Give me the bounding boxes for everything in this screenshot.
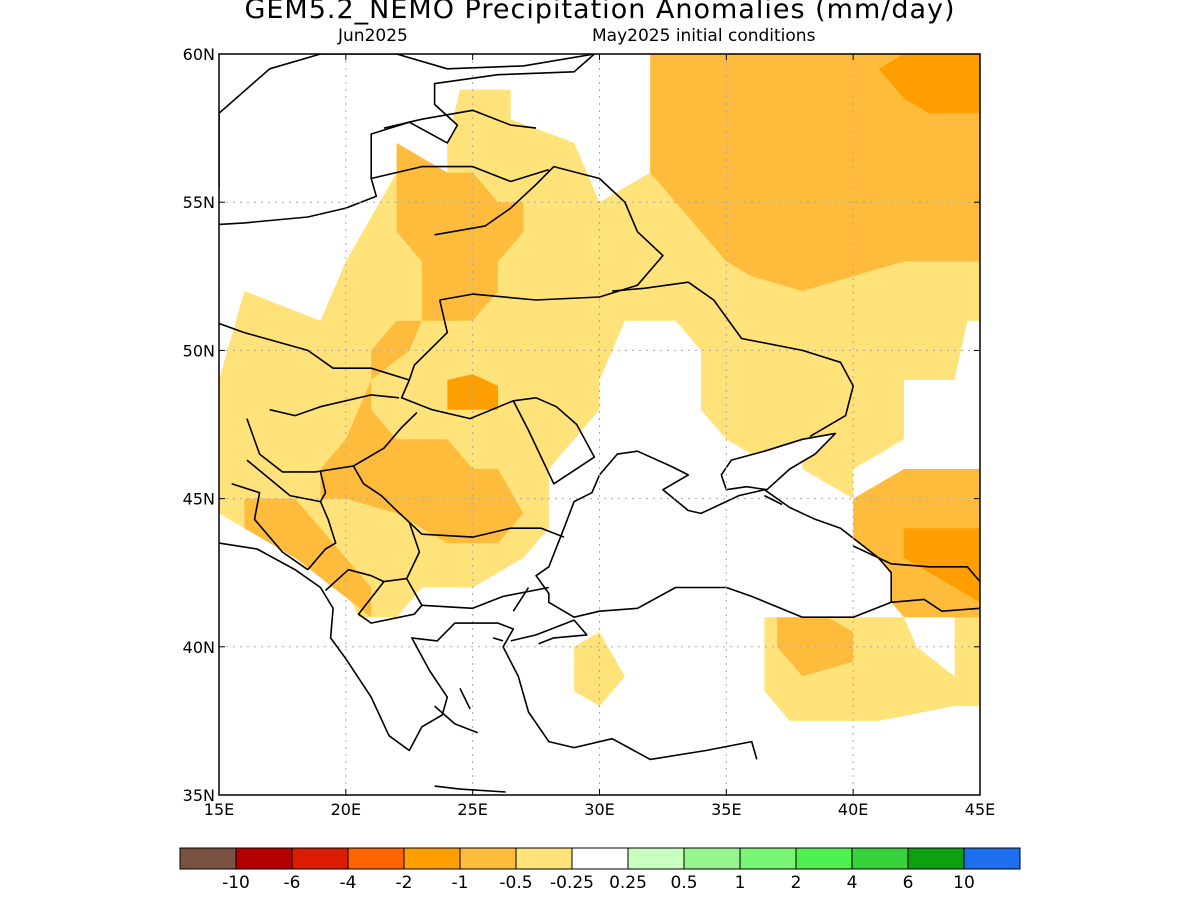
country-border: [219, 288, 410, 381]
coastline: [459, 687, 471, 710]
lat-tick-label: 35N: [183, 786, 215, 805]
coastline: [219, 542, 347, 660]
country-border: [352, 465, 565, 538]
colorbar-swatch: [683, 847, 741, 870]
country-border: [383, 109, 537, 129]
coastline: [345, 622, 758, 761]
country-border: [852, 545, 980, 583]
colorbar-label: -2: [396, 873, 413, 893]
country-border: [512, 397, 596, 485]
baltic-sea: [219, 54, 596, 226]
country-border: [371, 165, 550, 183]
anomaly-region-11: [903, 528, 980, 603]
lon-tick-label: 30E: [584, 800, 614, 819]
colorbar-label: -6: [284, 873, 301, 893]
country-borders: [219, 109, 980, 793]
country-border: [512, 587, 530, 612]
coastline: [434, 705, 478, 734]
lat-tick-label: 45N: [183, 490, 215, 509]
colorbar-label: 4: [847, 873, 858, 893]
anomaly-region-9: [878, 54, 980, 114]
colorbar: -10 -6 -4 -2 -1 -0.5 -0.25 0.25 0.5 1 2 4 6 10: [179, 847, 1021, 893]
colorbar-label: -0.5: [499, 873, 532, 893]
colorbar-label: 2: [791, 873, 802, 893]
colorbar-label: -10: [222, 873, 250, 893]
colorbar-swatch: [907, 847, 965, 870]
colorbar-label: 6: [903, 873, 914, 893]
colorbar-swatch: [179, 847, 237, 870]
lon-tick-label: 15E: [204, 800, 234, 819]
colorbar-label: -0.25: [550, 873, 594, 893]
colorbar-swatch: [347, 847, 405, 870]
water-bodies: [219, 54, 893, 619]
colorbar-label: 10: [953, 873, 975, 893]
colorbar-swatch: [739, 847, 797, 870]
country-border: [764, 494, 783, 506]
colorbar-swatch: [795, 847, 853, 870]
colorbar-swatch: [571, 847, 629, 870]
lon-tick-label: 45E: [965, 800, 995, 819]
colorbar-label: 1: [735, 873, 746, 893]
colorbar-swatch: [235, 847, 293, 870]
colorbar-swatch: [459, 847, 517, 870]
lon-tick-label: 25E: [457, 800, 487, 819]
country-border: [891, 598, 980, 613]
country-border: [408, 299, 449, 381]
country-border: [246, 412, 418, 473]
country-border: [357, 577, 423, 624]
anomaly-region-4: [650, 54, 980, 292]
lon-tick-label: 35E: [711, 800, 741, 819]
country-border: [246, 459, 321, 503]
colorbar-label: -4: [340, 873, 357, 893]
map-axes: 15E 20E 25E 30E 35E 40E 45E 35N 40N 45N 50N 55N 60N: [183, 45, 996, 819]
sea-of-azov: [720, 432, 837, 491]
country-border: [324, 568, 385, 592]
anomaly-region-6: [244, 498, 372, 618]
country-border: [231, 483, 309, 571]
anomaly-region-2: [574, 632, 625, 707]
colorbar-swatch: [851, 847, 909, 870]
colorbar-swatch: [515, 847, 573, 870]
colorbar-label: 0.5: [670, 873, 697, 893]
anomaly-region-5: [320, 142, 524, 544]
colorbar-label: 0.25: [609, 873, 647, 893]
colorbar-swatch: [963, 847, 1021, 870]
coastline: [434, 785, 506, 793]
country-border: [434, 165, 664, 301]
coastline: [510, 619, 588, 645]
colorbar-swatch: [403, 847, 461, 870]
lon-tick-label: 40E: [838, 800, 868, 819]
colorbar-swatch: [291, 847, 349, 870]
country-border: [307, 471, 337, 571]
forecast-month: Jun2025: [338, 26, 408, 46]
lat-tick-label: 40N: [183, 638, 215, 657]
map-title: GEM5.2_NEMO Precipitation Anomalies (mm/…: [244, 0, 956, 25]
lat-tick-label: 50N: [183, 341, 215, 360]
lon-tick-label: 20E: [331, 800, 361, 819]
black-sea: [535, 450, 893, 619]
lat-tick-label: 55N: [183, 193, 215, 212]
initial-conditions: May2025 initial conditions: [592, 26, 816, 46]
gridlines: [219, 54, 980, 795]
country-border: [400, 379, 537, 420]
country-border: [612, 281, 855, 438]
colorbar-swatch: [627, 847, 685, 870]
map-plot-area: [219, 54, 980, 795]
colorbar-label: -1: [452, 873, 469, 893]
lat-tick-label: 60N: [183, 45, 215, 64]
coastline: [492, 637, 504, 642]
country-border: [269, 394, 400, 417]
